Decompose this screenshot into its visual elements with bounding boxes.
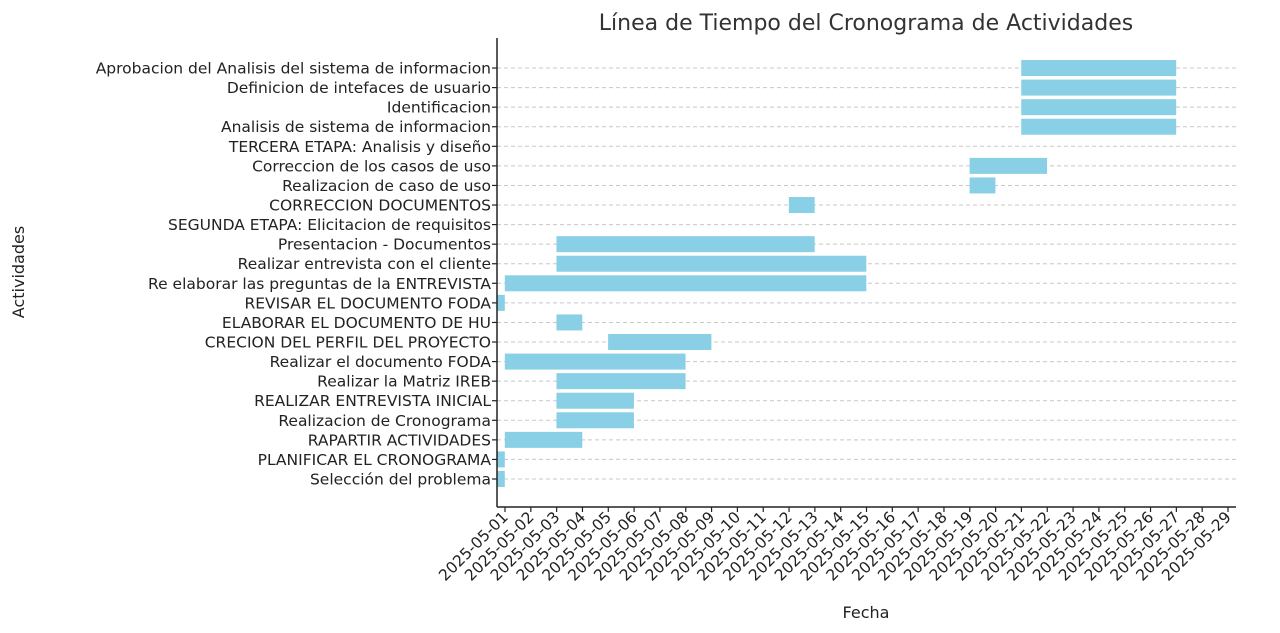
y-tick-label: ELABORAR EL DOCUMENTO DE HU bbox=[222, 314, 491, 332]
y-tick-label: TERCERA ETAPA: Analisis y diseño bbox=[228, 138, 491, 156]
task-bar bbox=[497, 451, 505, 468]
task-bar bbox=[608, 334, 712, 351]
task-bar bbox=[556, 412, 634, 429]
task-bar bbox=[556, 236, 815, 253]
y-tick-label: CRECION DEL PERFIL DEL PROYECTO bbox=[205, 334, 491, 352]
y-tick-label: Realizacion de Cronograma bbox=[278, 412, 491, 430]
y-tick-label: Realizar entrevista con el cliente bbox=[238, 255, 491, 273]
task-bar bbox=[556, 373, 686, 390]
y-tick-label: Definicion de intefaces de usuario bbox=[227, 79, 491, 97]
y-tick-label: Re elaborar las preguntas de la ENTREVIS… bbox=[148, 275, 491, 293]
y-tick-label: Analisis de sistema de informacion bbox=[221, 118, 491, 136]
task-bar bbox=[788, 197, 815, 214]
y-tick-label: PLANIFICAR EL CRONOGRAMA bbox=[258, 451, 492, 469]
x-tick-labels: 2025-05-012025-05-022025-05-032025-05-04… bbox=[435, 507, 1235, 585]
y-tick-label: Realizacion de caso de uso bbox=[282, 177, 491, 195]
chart-title: Línea de Tiempo del Cronograma de Activi… bbox=[599, 11, 1133, 36]
task-bar bbox=[556, 314, 583, 331]
task-bar bbox=[556, 392, 634, 409]
task-bar bbox=[556, 255, 867, 272]
y-tick-label: Realizar el documento FODA bbox=[270, 353, 492, 371]
task-bar bbox=[1021, 60, 1177, 77]
task-bar bbox=[1021, 118, 1177, 135]
y-tick-label: REALIZAR ENTREVISTA INICIAL bbox=[254, 392, 491, 410]
x-axis-label: Fecha bbox=[843, 603, 890, 622]
task-bar bbox=[504, 275, 867, 292]
task-bar bbox=[497, 471, 505, 487]
y-tick-label: SEGUNDA ETAPA: Elicitacion de requisitos bbox=[168, 216, 491, 234]
y-tick-label: Presentacion - Documentos bbox=[278, 236, 491, 254]
y-tick-label: Realizar la Matriz IREB bbox=[317, 373, 491, 391]
y-tick-label: RAPARTIR ACTIVIDADES bbox=[308, 431, 491, 449]
y-tick-label: Selección del problema bbox=[310, 471, 491, 489]
y-tick-label: Correccion de los casos de uso bbox=[252, 157, 491, 175]
task-bar bbox=[1021, 99, 1177, 116]
task-bar bbox=[497, 294, 505, 311]
y-tick-labels: Selección del problema PLANIFICAR EL CRON… bbox=[96, 60, 497, 489]
y-tick-label: Aprobacion del Analisis del sistema de i… bbox=[96, 60, 491, 78]
task-bar bbox=[969, 157, 1048, 174]
task-bar bbox=[504, 431, 583, 448]
task-bar bbox=[504, 353, 686, 370]
task-bar bbox=[969, 177, 996, 194]
bars bbox=[497, 60, 1177, 487]
y-axis-label: Actividades bbox=[9, 226, 28, 318]
y-tick-label: Identificacion bbox=[387, 99, 491, 117]
y-tick-label: CORRECCION DOCUMENTOS bbox=[269, 197, 491, 215]
task-bar bbox=[1021, 79, 1177, 96]
y-tick-label: REVISAR EL DOCUMENTO FODA bbox=[244, 294, 491, 312]
